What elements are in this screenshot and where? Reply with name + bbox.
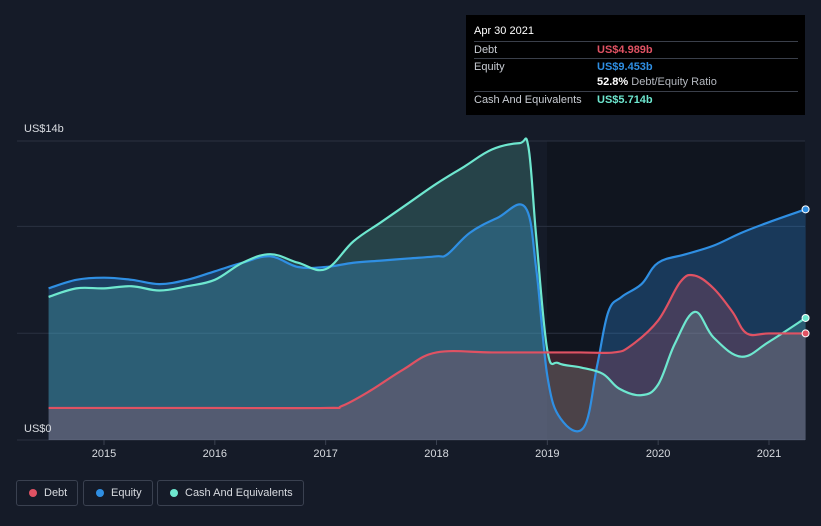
line-layer bbox=[48, 137, 807, 433]
legend-label-cash: Cash And Equivalents bbox=[185, 487, 293, 499]
end-dot-layer bbox=[801, 205, 810, 338]
legend-label-debt: Debt bbox=[44, 487, 68, 499]
y-tick-label: US$14b bbox=[24, 123, 64, 135]
tooltip-ratio: 52.8% Debt/Equity Ratio bbox=[597, 76, 717, 88]
y-tick-label: US$0 bbox=[24, 423, 52, 435]
area-cash-and-equivalents bbox=[48, 138, 806, 440]
tooltip-row-ratio: 52.8% Debt/Equity Ratio bbox=[474, 74, 798, 90]
legend-item-debt[interactable]: Debt bbox=[16, 480, 78, 506]
tooltip-row-cash: Cash And Equivalents US$5.714b bbox=[474, 91, 798, 108]
x-tick-label: 2015 bbox=[92, 448, 116, 460]
legend-item-equity[interactable]: Equity bbox=[83, 480, 153, 506]
legend-label-equity: Equity bbox=[111, 487, 142, 499]
y-axis-ticks: US$14b US$0 bbox=[24, 123, 64, 435]
tooltip-row-debt: Debt US$4.989b bbox=[474, 41, 798, 58]
x-axis-ticks: 2015 2016 2017 2018 2019 2020 2021 bbox=[92, 440, 781, 460]
line-debt bbox=[48, 273, 806, 410]
line-cash-and-equivalents bbox=[48, 137, 807, 397]
tooltip-cash-label: Cash And Equivalents bbox=[474, 94, 582, 106]
tooltip-ratio-label: Debt/Equity Ratio bbox=[631, 76, 717, 88]
area-debt bbox=[48, 274, 806, 440]
tooltip-ratio-pct: 52.8% bbox=[597, 76, 629, 88]
tooltip-equity-value: US$9.453b bbox=[597, 61, 653, 73]
end-dot-equity bbox=[801, 205, 810, 214]
tooltip-cash-value: US$5.714b bbox=[597, 94, 653, 106]
x-tick-label: 2021 bbox=[757, 448, 781, 460]
x-tick-label: 2020 bbox=[646, 448, 670, 460]
value-tooltip: Apr 30 2021 Debt US$4.989b Equity US$9.4… bbox=[466, 15, 805, 115]
legend-dot-cash bbox=[170, 489, 178, 497]
x-tick-label: 2019 bbox=[535, 448, 559, 460]
area-equity bbox=[48, 204, 806, 440]
legend-dot-debt bbox=[29, 489, 37, 497]
x-tick-label: 2017 bbox=[313, 448, 337, 460]
x-tick-label: 2018 bbox=[424, 448, 448, 460]
tooltip-date: Apr 30 2021 bbox=[474, 25, 534, 37]
end-dot-cash-and-equivalents bbox=[801, 313, 810, 322]
legend-dot-equity bbox=[96, 489, 104, 497]
x-tick-label: 2016 bbox=[203, 448, 227, 460]
grid-layer bbox=[17, 140, 805, 441]
line-equity bbox=[48, 203, 806, 433]
tooltip-debt-label: Debt bbox=[474, 44, 498, 56]
tooltip-debt-value: US$4.989b bbox=[597, 44, 653, 56]
tooltip-equity-label: Equity bbox=[474, 61, 505, 73]
area-layer bbox=[48, 138, 806, 440]
tooltip-row-equity: Equity US$9.453b bbox=[474, 58, 798, 75]
end-dot-debt bbox=[801, 329, 810, 338]
legend-item-cash[interactable]: Cash And Equivalents bbox=[157, 480, 304, 506]
